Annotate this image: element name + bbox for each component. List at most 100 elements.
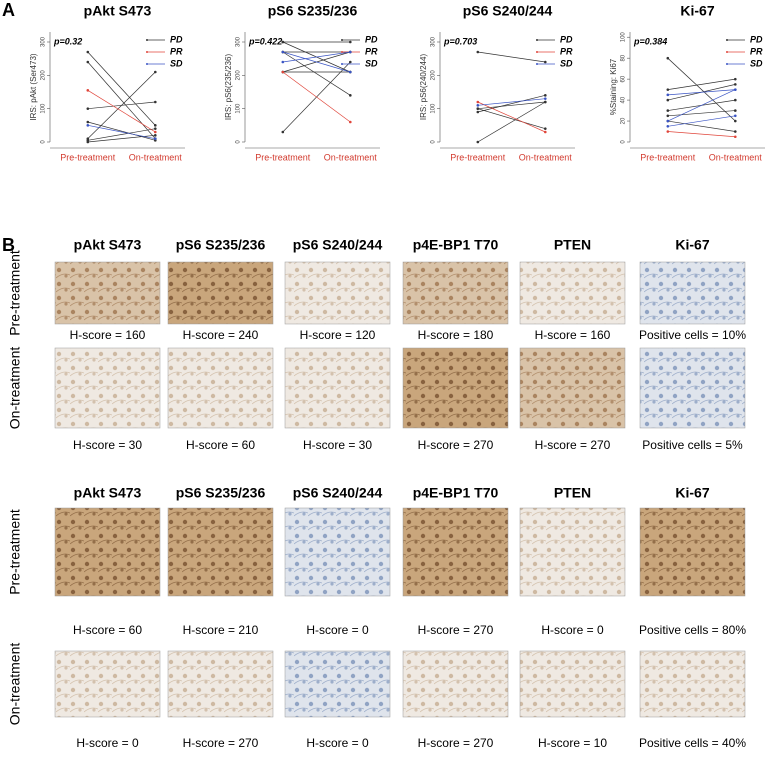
caption: H-score = 30 bbox=[303, 438, 372, 452]
point bbox=[281, 50, 285, 54]
caption: H-score = 270 bbox=[418, 736, 494, 750]
point bbox=[349, 50, 352, 54]
y-tick-label: 0 bbox=[621, 140, 627, 144]
y-tick-label: 300 bbox=[431, 36, 437, 47]
pair-line bbox=[87, 51, 156, 126]
legend-label: SD bbox=[750, 58, 763, 68]
column-header: PTEN bbox=[554, 485, 591, 501]
pair-line bbox=[667, 57, 736, 122]
point bbox=[734, 135, 737, 139]
caption: H-score = 0 bbox=[306, 736, 369, 750]
point bbox=[86, 107, 90, 110]
point bbox=[476, 107, 480, 110]
point bbox=[666, 119, 670, 123]
point bbox=[666, 114, 670, 118]
caption: Positive cells = 10% bbox=[639, 328, 746, 342]
row-label: Pre-treatment bbox=[7, 250, 23, 336]
y-tick-label: 0 bbox=[236, 140, 242, 144]
point bbox=[476, 100, 480, 104]
histology-image bbox=[167, 507, 274, 597]
row-label: On-treatment bbox=[7, 347, 23, 430]
histology-image bbox=[54, 261, 161, 325]
pair-line bbox=[282, 51, 351, 73]
histology-image bbox=[639, 507, 746, 597]
pair-line bbox=[667, 131, 736, 138]
column-header: p4E-BP1 T70 bbox=[413, 237, 499, 253]
pair-line bbox=[667, 110, 736, 117]
histology-image bbox=[284, 347, 391, 429]
chart-title: pS6 S240/244 bbox=[463, 3, 553, 19]
pair-line bbox=[87, 128, 156, 141]
point bbox=[666, 130, 670, 133]
legend-swatch bbox=[146, 39, 148, 41]
histology-image bbox=[639, 261, 746, 325]
point bbox=[86, 124, 90, 127]
point bbox=[154, 127, 157, 130]
caption: H-score = 210 bbox=[183, 623, 259, 637]
legend-label: PD bbox=[560, 34, 573, 44]
point bbox=[666, 93, 670, 97]
point bbox=[476, 140, 480, 144]
pair-line bbox=[87, 90, 156, 133]
x-tick-label: Pre-treatment bbox=[255, 152, 311, 162]
point bbox=[476, 50, 480, 54]
point bbox=[544, 94, 547, 97]
point bbox=[154, 70, 157, 74]
column-header: pS6 S240/244 bbox=[293, 485, 383, 501]
legend-swatch bbox=[341, 39, 343, 41]
point bbox=[86, 140, 90, 144]
y-tick-label: 200 bbox=[431, 70, 437, 81]
caption: H-score = 270 bbox=[418, 623, 494, 637]
legend-label: SD bbox=[365, 58, 378, 68]
pair-line bbox=[477, 94, 546, 113]
histology-image bbox=[167, 261, 274, 325]
caption: H-score = 0 bbox=[76, 736, 139, 750]
y-tick-label: 100 bbox=[431, 103, 437, 114]
column-header: pS6 S235/236 bbox=[176, 237, 266, 253]
legend-swatch bbox=[726, 39, 728, 41]
histology-image bbox=[284, 507, 391, 597]
y-tick-label: 100 bbox=[621, 32, 627, 43]
histology-image bbox=[402, 261, 509, 325]
column-header: Ki-67 bbox=[675, 237, 709, 253]
point bbox=[349, 60, 352, 64]
y-tick-label: 300 bbox=[41, 36, 47, 47]
pair-line bbox=[667, 115, 736, 127]
histology-image bbox=[519, 650, 626, 718]
legend-label: PD bbox=[365, 34, 378, 44]
point bbox=[544, 130, 547, 134]
histology-image bbox=[402, 347, 509, 429]
caption: H-score = 270 bbox=[418, 438, 494, 452]
y-axis-label: IRS: pS6(240/244) bbox=[419, 54, 428, 121]
caption: Positive cells = 40% bbox=[639, 736, 746, 750]
legend-label: PR bbox=[365, 46, 378, 56]
pair-line bbox=[282, 71, 351, 123]
caption: H-score = 30 bbox=[73, 438, 142, 452]
y-tick-label: 200 bbox=[236, 70, 242, 81]
point bbox=[349, 40, 352, 44]
caption: H-score = 160 bbox=[70, 328, 146, 342]
point bbox=[154, 130, 157, 134]
point bbox=[734, 109, 737, 112]
histology-image bbox=[519, 261, 626, 325]
point bbox=[154, 137, 157, 140]
point bbox=[734, 83, 737, 86]
column-header: pS6 S240/244 bbox=[293, 237, 383, 253]
legend-swatch bbox=[146, 51, 148, 53]
histology-image bbox=[167, 650, 274, 718]
panel-label: B bbox=[2, 235, 15, 255]
column-header: pAkt S473 bbox=[74, 485, 142, 501]
point bbox=[154, 100, 157, 104]
column-header: p4E-BP1 T70 bbox=[413, 485, 499, 501]
histology-image bbox=[519, 347, 626, 429]
legend-label: PD bbox=[170, 34, 183, 44]
y-tick-label: 0 bbox=[431, 140, 437, 144]
point bbox=[281, 70, 285, 74]
histology-image bbox=[402, 507, 509, 597]
point bbox=[154, 134, 157, 137]
pair-line bbox=[87, 71, 156, 139]
point bbox=[734, 77, 737, 81]
x-tick-label: On-treatment bbox=[709, 152, 763, 162]
pair-line bbox=[477, 51, 546, 63]
